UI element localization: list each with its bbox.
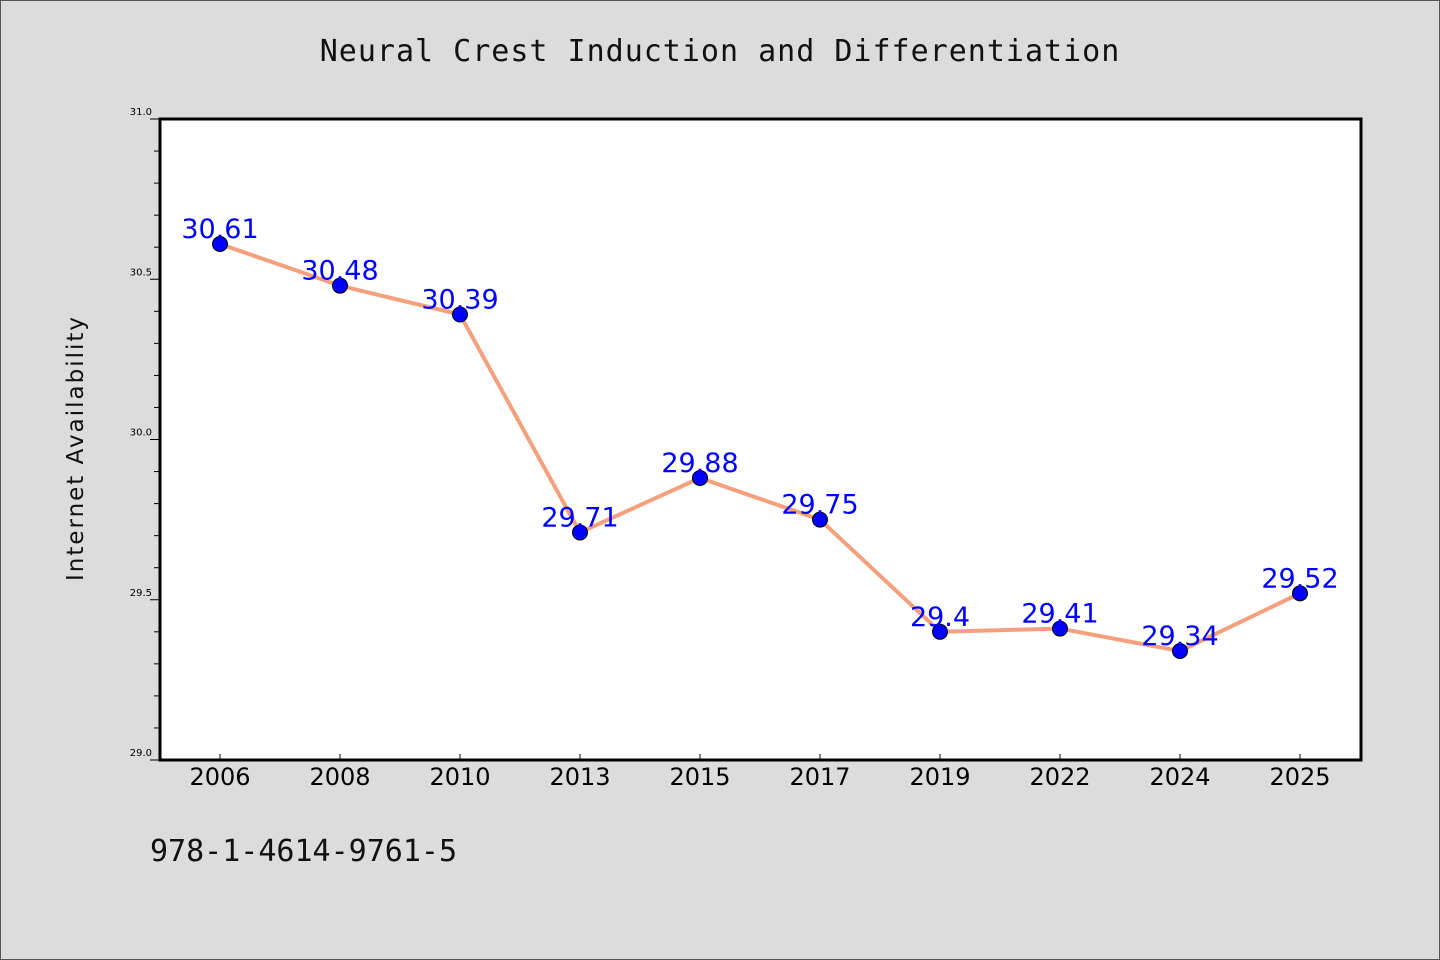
data-point bbox=[1052, 620, 1068, 637]
y-axis: 29.0 29.5 30.0 30.5 31.0 bbox=[130, 107, 160, 761]
data-point bbox=[932, 623, 948, 640]
data-point bbox=[452, 306, 468, 323]
data-label: 29.52 bbox=[1261, 563, 1338, 594]
y-tick-label: 30.5 bbox=[130, 267, 152, 278]
x-tick-label: 2019 bbox=[909, 763, 970, 791]
data-label: 29.34 bbox=[1141, 621, 1218, 652]
series-line bbox=[219, 242, 1301, 654]
data-label: 29.75 bbox=[781, 490, 858, 521]
data-point bbox=[212, 235, 228, 252]
data-label: 30.61 bbox=[181, 214, 258, 245]
data-label: 30.39 bbox=[421, 285, 498, 316]
data-label: 29.88 bbox=[661, 448, 738, 479]
y-tick-label: 30.0 bbox=[130, 428, 152, 439]
x-tick-label: 2006 bbox=[189, 763, 250, 791]
x-tick-label: 2015 bbox=[669, 763, 730, 791]
series: 30.61 30.48 30.39 29.71 29.88 29.75 29.4 29.41 2… bbox=[181, 214, 1339, 660]
chart-title: Neural Crest Induction and Differentiati… bbox=[319, 34, 1121, 69]
x-tick-label: 2022 bbox=[1029, 763, 1090, 791]
data-point bbox=[1292, 585, 1308, 602]
x-tick-label: 2010 bbox=[429, 763, 490, 791]
y-tick-label: 29.0 bbox=[130, 748, 152, 759]
x-tick-label: 2025 bbox=[1269, 763, 1330, 791]
data-label: 29.71 bbox=[541, 502, 618, 533]
y-tick-label: 29.5 bbox=[130, 588, 152, 599]
data-point bbox=[812, 511, 828, 528]
x-tick-label: 2017 bbox=[789, 763, 850, 791]
data-point bbox=[692, 469, 708, 486]
x-tick-label: 2008 bbox=[309, 763, 370, 791]
x-tick-label: 2024 bbox=[1149, 763, 1210, 791]
data-point bbox=[332, 277, 348, 294]
isbn-text: 978-1-4614-9761-5 bbox=[150, 834, 458, 869]
data-label: 29.41 bbox=[1021, 599, 1098, 630]
data-label: 29.4 bbox=[910, 602, 970, 633]
data-point bbox=[1172, 643, 1188, 660]
data-label: 30.48 bbox=[301, 256, 378, 287]
plot-area bbox=[158, 117, 1363, 762]
data-point bbox=[572, 524, 588, 541]
x-axis: 2006 2008 2010 2013 2015 2017 2019 2022 2024 2025 bbox=[189, 754, 1331, 791]
y-tick-label: 31.0 bbox=[130, 107, 152, 118]
x-tick-label: 2013 bbox=[549, 763, 610, 791]
